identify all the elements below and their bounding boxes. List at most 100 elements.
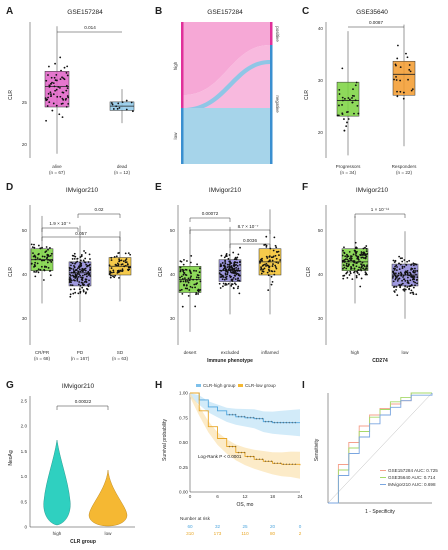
point-d-1-92 bbox=[69, 273, 71, 276]
point-e-1-129 bbox=[230, 262, 233, 265]
point-a-0-36 bbox=[52, 82, 55, 84]
point-e-0-72 bbox=[182, 263, 185, 266]
point-e-2-53 bbox=[266, 264, 269, 267]
point-d-0-6 bbox=[47, 259, 49, 261]
point-a-0-39 bbox=[65, 89, 68, 92]
point-d-1-105 bbox=[73, 266, 76, 269]
point-a-0-31 bbox=[51, 109, 54, 112]
sankey-node-high bbox=[181, 22, 184, 108]
point-f-0-64 bbox=[345, 267, 348, 270]
point-e-2-41 bbox=[263, 267, 266, 270]
point-e-2-55 bbox=[276, 251, 278, 253]
point-f-0-103 bbox=[365, 245, 368, 247]
panel-c-ytick-0: 20 bbox=[318, 130, 324, 135]
point-e-0-0 bbox=[181, 305, 184, 308]
point-d-0-20 bbox=[34, 275, 37, 278]
point-e-2-61 bbox=[275, 267, 278, 270]
point-a-0-43 bbox=[65, 71, 68, 74]
censor-mark-0-9: + bbox=[252, 416, 254, 420]
point-e-2-4 bbox=[277, 262, 280, 264]
point-a-0-56 bbox=[56, 95, 59, 98]
point-d-1-134 bbox=[85, 263, 88, 266]
point-c-0-26 bbox=[341, 67, 344, 70]
panel-c-xlabel-0-n: (n = 34) bbox=[340, 170, 356, 175]
point-e-1-84 bbox=[235, 273, 238, 276]
censor-mark-1-17: + bbox=[276, 462, 278, 466]
point-d-0-12 bbox=[49, 254, 52, 257]
point-e-1-110 bbox=[222, 285, 224, 288]
point-f-1-65 bbox=[401, 267, 404, 269]
point-c-0-18 bbox=[354, 99, 357, 102]
censor-mark-1-19: + bbox=[282, 463, 284, 467]
panel-g: G IMvigor210 NeoAg 0 0.5 1.0 1.5 2.0 2.5 0.00… bbox=[6, 380, 135, 545]
point-a-1-6 bbox=[130, 101, 133, 104]
censor-mark-0-17: + bbox=[276, 421, 278, 425]
point-d-1-4 bbox=[70, 261, 72, 264]
point-e-1-158 bbox=[234, 272, 236, 275]
point-d-1-156 bbox=[74, 269, 77, 271]
point-e-2-7 bbox=[274, 264, 277, 267]
point-f-0-129 bbox=[355, 265, 358, 268]
point-f-1-114 bbox=[392, 267, 395, 270]
point-f-0-102 bbox=[363, 264, 365, 266]
point-d-1-101 bbox=[79, 290, 82, 293]
point-d-0-8 bbox=[45, 246, 48, 248]
point-f-1-96 bbox=[397, 272, 400, 275]
panel-f-pvalue: 1 × 10⁻¹¹ bbox=[371, 207, 390, 212]
point-e-1-43 bbox=[238, 279, 241, 282]
censor-mark-1-16: + bbox=[273, 462, 275, 466]
point-e-0-67 bbox=[182, 271, 185, 274]
point-f-0-118 bbox=[366, 264, 368, 267]
point-f-1-16 bbox=[399, 257, 402, 260]
sankey-label-low: low bbox=[173, 132, 178, 140]
point-e-2-24 bbox=[270, 256, 273, 259]
point-a-0-42 bbox=[54, 62, 56, 65]
point-c-1-3 bbox=[393, 78, 395, 81]
point-d-2-1 bbox=[110, 259, 113, 261]
point-f-0-71 bbox=[360, 266, 363, 269]
point-d-2-62 bbox=[121, 263, 124, 265]
point-f-0-48 bbox=[353, 261, 356, 264]
point-f-1-53 bbox=[412, 280, 415, 283]
point-f-1-122 bbox=[392, 259, 395, 262]
point-d-0-44 bbox=[37, 253, 40, 256]
point-d-1-150 bbox=[79, 256, 82, 258]
point-f-0-23 bbox=[364, 268, 366, 271]
point-f-0-82 bbox=[344, 260, 346, 263]
point-d-1-162 bbox=[69, 277, 72, 280]
point-e-2-37 bbox=[266, 257, 269, 259]
point-d-0-3 bbox=[41, 246, 43, 249]
point-f-0-137 bbox=[357, 268, 360, 271]
point-f-1-90 bbox=[400, 283, 403, 286]
panel-b: B GSE157284 high low positive negative bbox=[155, 6, 280, 164]
point-a-0-3 bbox=[50, 93, 52, 96]
point-c-0-30 bbox=[346, 111, 348, 113]
point-f-0-95 bbox=[348, 250, 351, 253]
point-d-1-124 bbox=[74, 255, 77, 258]
point-d-1-112 bbox=[77, 292, 80, 295]
panel-d-pvalue-2: 0.02 bbox=[95, 207, 104, 212]
point-e-2-50 bbox=[265, 235, 268, 238]
point-e-2-38 bbox=[259, 262, 261, 264]
point-d-1-66 bbox=[89, 258, 91, 260]
point-e-1-81 bbox=[221, 274, 224, 277]
point-f-0-38 bbox=[356, 250, 358, 253]
panel-d-xlabel-2: SD bbox=[117, 350, 124, 355]
point-e-1-125 bbox=[222, 268, 225, 271]
point-f-1-127 bbox=[394, 278, 397, 281]
point-e-2-34 bbox=[274, 266, 277, 268]
point-e-0-73 bbox=[197, 276, 200, 279]
point-e-2-51 bbox=[266, 271, 269, 274]
legend-swatch-low bbox=[238, 384, 243, 387]
risk-high-2: 25 bbox=[242, 524, 248, 529]
point-f-0-69 bbox=[359, 285, 362, 288]
point-f-0-130 bbox=[355, 252, 357, 254]
point-d-1-82 bbox=[83, 250, 85, 252]
point-e-0-75 bbox=[197, 290, 200, 293]
point-e-2-57 bbox=[273, 270, 276, 273]
point-d-1-38 bbox=[70, 264, 72, 267]
panel-e-ytick-2: 50 bbox=[170, 228, 176, 233]
point-e-0-4 bbox=[188, 289, 191, 291]
point-a-0-49 bbox=[48, 85, 51, 88]
point-e-1-22 bbox=[233, 258, 236, 261]
